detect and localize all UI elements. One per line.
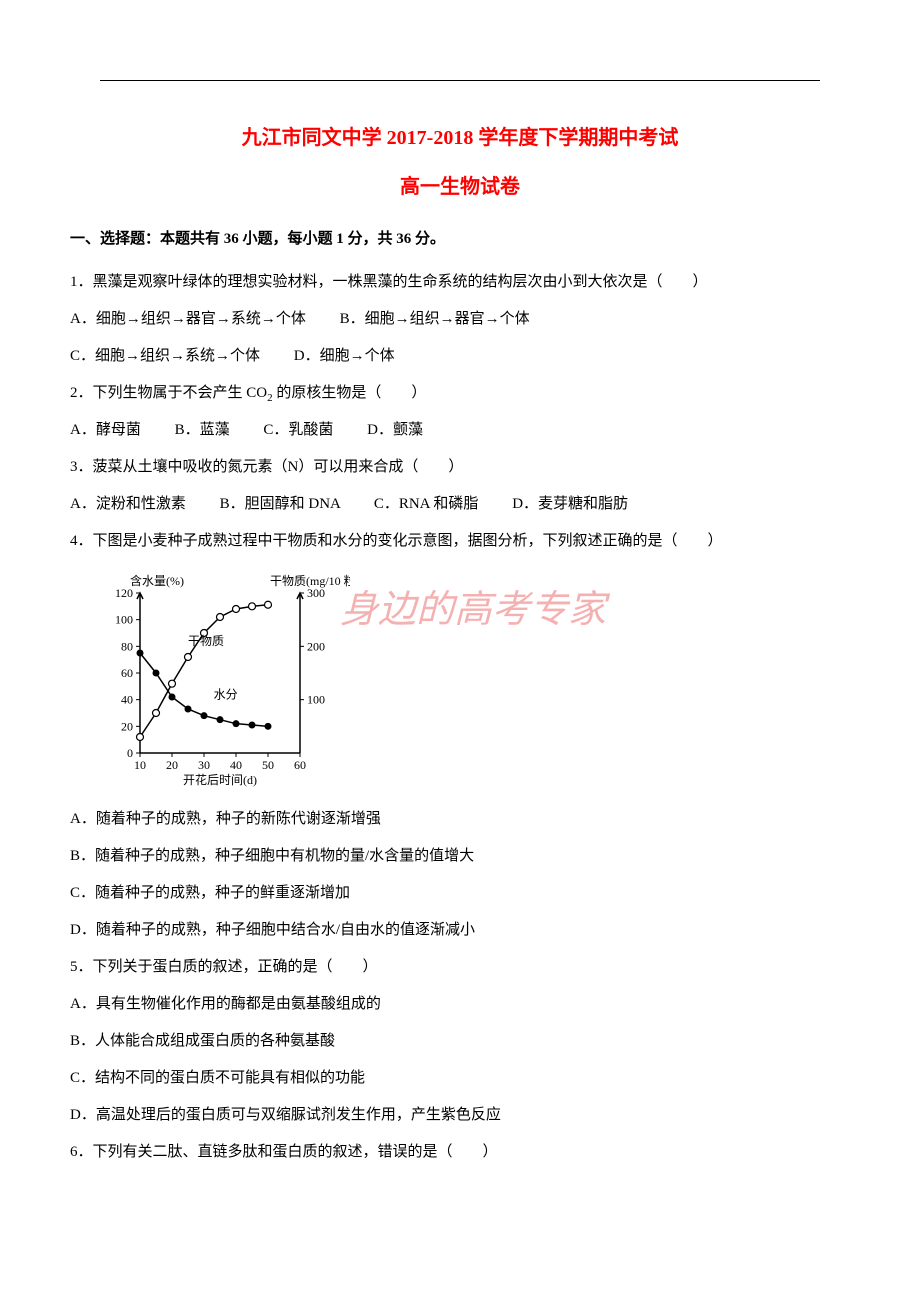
svg-text:80: 80: [121, 640, 133, 654]
q2-stem: 2．下列生物属于不会产生 CO2 的原核生物是（ ）: [70, 377, 850, 410]
q2-options: A．酵母菌 B．蓝藻 C．乳酸菌 D．颤藻: [70, 414, 850, 447]
document-page: 九江市同文中学 2017-2018 学年度下学期期中考试 高一生物试卷 一、选择…: [0, 0, 920, 1233]
title-sub: 高一生物试卷: [70, 170, 850, 199]
svg-text:60: 60: [294, 758, 306, 772]
q4-stem: 4．下图是小麦种子成熟过程中干物质和水分的变化示意图，据图分析，下列叙述正确的是…: [70, 525, 850, 558]
svg-text:20: 20: [166, 758, 178, 772]
svg-text:水分: 水分: [214, 688, 238, 702]
q4-optC: C．随着种子的成熟，种子的鲜重逐渐增加: [70, 877, 850, 910]
svg-text:60: 60: [121, 666, 133, 680]
q3-options: A．淀粉和性激素 B．胆固醇和 DNA C．RNA 和磷脂 D．麦芽糖和脂肪: [70, 488, 850, 521]
q4-optD: D．随着种子的成熟，种子细胞中结合水/自由水的值逐渐减小: [70, 914, 850, 947]
svg-text:开花后时间(d): 开花后时间(d): [183, 772, 257, 787]
svg-text:30: 30: [198, 758, 210, 772]
header-rule: [100, 80, 820, 81]
q3-stem: 3．菠菜从土壤中吸收的氮元素（N）可以用来合成（ ）: [70, 451, 850, 484]
q2-optA: A．酵母菌: [70, 422, 141, 438]
q2-optC: C．乳酸菌: [263, 422, 333, 438]
q5-optA: A．具有生物催化作用的酶都是由氨基酸组成的: [70, 988, 850, 1021]
q1-optC: C．细胞→组织→系统→个体: [70, 348, 260, 364]
svg-text:含水量(%): 含水量(%): [130, 573, 184, 588]
svg-text:100: 100: [115, 613, 133, 627]
q1-optB: B．细胞→组织→器官→个体: [340, 311, 530, 327]
q5-optB: B．人体能合成组成蛋白质的各种氨基酸: [70, 1025, 850, 1058]
q2-optD: D．颤藻: [367, 422, 423, 438]
q1-options-row1: A．细胞→组织→器官→系统→个体 B．细胞→组织→器官→个体: [70, 303, 850, 336]
q1-stem: 1．黑藻是观察叶绿体的理想实验材料，一株黑藻的生命系统的结构层次由小到大依次是（…: [70, 266, 850, 299]
title-main: 九江市同文中学 2017-2018 学年度下学期期中考试: [70, 121, 850, 150]
svg-text:40: 40: [121, 693, 133, 707]
q5-stem: 5．下列关于蛋白质的叙述，正确的是（ ）: [70, 951, 850, 984]
svg-text:50: 50: [262, 758, 274, 772]
section-header: 一、选择题：本题共有 36 小题，每小题 1 分，共 36 分。: [70, 227, 850, 248]
svg-text:100: 100: [307, 693, 325, 707]
svg-text:200: 200: [307, 640, 325, 654]
q2-stem-pre: 2．下列生物属于不会产生 CO: [70, 385, 267, 401]
svg-text:300: 300: [307, 586, 325, 600]
q1-optD: D．细胞→个体: [294, 348, 395, 364]
chart-svg: 0 20 40 60 80 100 120 100 200 300 10 20 30 40 50 60 含水量(…: [90, 568, 350, 788]
q6-stem: 6．下列有关二肽、直链多肽和蛋白质的叙述，错误的是（ ）: [70, 1136, 850, 1169]
q1-options-row2: C．细胞→组织→系统→个体 D．细胞→个体: [70, 340, 850, 373]
svg-text:干物质: 干物质: [188, 634, 224, 648]
q5-optC: C．结构不同的蛋白质不可能具有相似的功能: [70, 1062, 850, 1095]
q3-optA: A．淀粉和性激素: [70, 496, 186, 512]
svg-text:40: 40: [230, 758, 242, 772]
watermark-text: 身边的高考专家: [340, 578, 606, 633]
q4-optA: A．随着种子的成熟，种子的新陈代谢逐渐增强: [70, 803, 850, 836]
svg-text:120: 120: [115, 586, 133, 600]
q3-optD: D．麦芽糖和脂肪: [512, 496, 628, 512]
svg-text:10: 10: [134, 758, 146, 772]
chart-container: 身边的高考专家 0 20 40 60 80 100 120 100 200 300 10 20 30 40…: [90, 568, 850, 793]
svg-text:干物质(mg/10 粒): 干物质(mg/10 粒): [270, 573, 350, 588]
q1-optA: A．细胞→组织→器官→系统→个体: [70, 311, 306, 327]
q3-optB: B．胆固醇和 DNA: [220, 496, 340, 512]
q3-optC: C．RNA 和磷脂: [374, 496, 479, 512]
svg-text:20: 20: [121, 720, 133, 734]
q5-optD: D．高温处理后的蛋白质可与双缩脲试剂发生作用，产生紫色反应: [70, 1099, 850, 1132]
svg-text:0: 0: [127, 746, 133, 760]
q4-optB: B．随着种子的成熟，种子细胞中有机物的量/水含量的值增大: [70, 840, 850, 873]
q2-stem-post: 的原核生物是（ ）: [273, 385, 427, 401]
q2-optB: B．蓝藻: [175, 422, 230, 438]
